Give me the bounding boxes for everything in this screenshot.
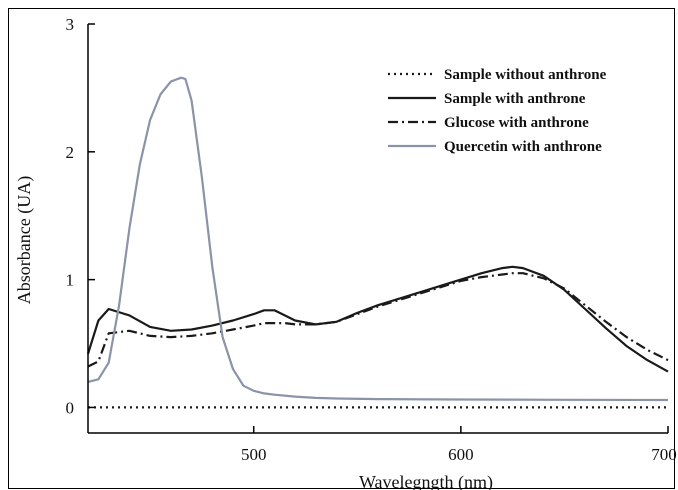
legend-label: Sample with anthrone bbox=[444, 91, 586, 107]
legend-label: Quercetin with anthrone bbox=[444, 139, 602, 155]
x-tick-label: 600 bbox=[448, 445, 474, 464]
legend-label: Glucose with anthrone bbox=[444, 115, 589, 131]
x-tick-label: 700 bbox=[651, 445, 677, 464]
y-tick-label: 0 bbox=[66, 398, 75, 417]
legend: Sample without anthrone Sample with anthr… bbox=[388, 67, 607, 155]
y-tick-label: 1 bbox=[66, 271, 75, 290]
series-line-3 bbox=[87, 272, 669, 368]
chart-frame bbox=[8, 8, 675, 489]
axes bbox=[87, 24, 668, 434]
y-axis-title: Absorbance (UA) bbox=[14, 176, 35, 304]
series-line-4 bbox=[87, 76, 669, 402]
series-line-2 bbox=[86, 265, 669, 373]
legend-label: Sample without anthrone bbox=[444, 67, 607, 83]
plot-lines bbox=[86, 76, 669, 409]
x-axis-title: Wavelegngth (nm) bbox=[359, 472, 493, 490]
x-tick-label: 500 bbox=[241, 445, 267, 464]
ticks: 0 1 2 3 500 600 700 bbox=[66, 15, 677, 464]
y-tick-label: 2 bbox=[66, 143, 75, 162]
y-tick-label: 3 bbox=[66, 15, 75, 34]
